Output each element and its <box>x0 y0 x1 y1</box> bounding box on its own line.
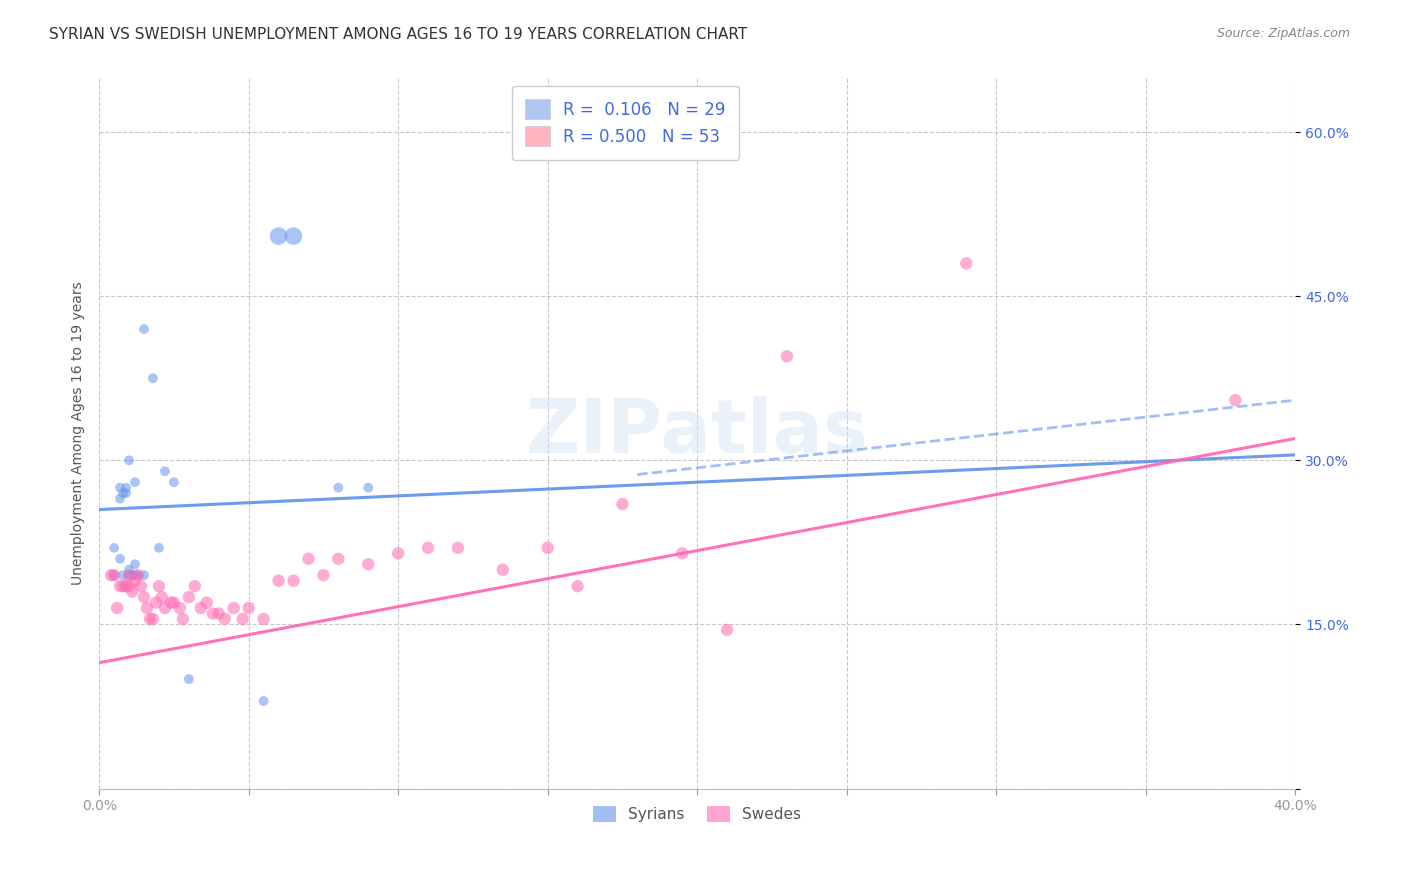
Point <box>387 546 409 560</box>
Point <box>115 486 138 500</box>
Point <box>177 672 200 686</box>
Point <box>208 607 231 621</box>
Point <box>163 475 186 490</box>
Text: SYRIAN VS SWEDISH UNEMPLOYMENT AMONG AGES 16 TO 19 YEARS CORRELATION CHART: SYRIAN VS SWEDISH UNEMPLOYMENT AMONG AGE… <box>49 27 748 42</box>
Point <box>112 486 135 500</box>
Point <box>142 612 165 626</box>
Point <box>492 563 515 577</box>
Point <box>612 497 634 511</box>
Point <box>252 694 274 708</box>
Point <box>283 574 305 588</box>
Point <box>252 612 274 626</box>
Point <box>190 601 212 615</box>
Point <box>195 596 218 610</box>
Point <box>127 568 149 582</box>
Point <box>328 551 350 566</box>
Point <box>112 568 135 582</box>
Point <box>148 541 170 555</box>
Point <box>201 607 224 621</box>
Legend: Syrians, Swedes: Syrians, Swedes <box>581 794 814 834</box>
Point <box>103 541 125 555</box>
Point <box>108 491 131 506</box>
Point <box>121 584 143 599</box>
Point <box>567 579 589 593</box>
Point <box>312 568 335 582</box>
Point <box>112 579 135 593</box>
Point <box>537 541 560 555</box>
Point <box>357 558 380 572</box>
Point <box>103 568 125 582</box>
Point <box>172 612 194 626</box>
Point <box>232 612 254 626</box>
Point <box>124 574 146 588</box>
Point <box>148 579 170 593</box>
Point <box>115 579 138 593</box>
Point <box>103 568 125 582</box>
Point <box>150 590 173 604</box>
Point <box>447 541 470 555</box>
Point <box>153 464 176 478</box>
Text: ZIPatlas: ZIPatlas <box>526 396 869 469</box>
Y-axis label: Unemployment Among Ages 16 to 19 years: Unemployment Among Ages 16 to 19 years <box>72 281 86 585</box>
Point <box>267 574 290 588</box>
Point <box>222 601 245 615</box>
Point <box>139 612 162 626</box>
Point <box>160 596 183 610</box>
Point <box>328 481 350 495</box>
Point <box>118 568 141 582</box>
Point <box>118 453 141 467</box>
Point <box>108 551 131 566</box>
Point <box>136 601 159 615</box>
Point <box>267 229 290 244</box>
Point <box>118 563 141 577</box>
Point <box>184 579 207 593</box>
Point <box>169 601 191 615</box>
Point <box>238 601 260 615</box>
Point <box>127 568 149 582</box>
Point <box>716 623 738 637</box>
Point <box>132 568 155 582</box>
Point <box>108 579 131 593</box>
Text: Source: ZipAtlas.com: Source: ZipAtlas.com <box>1216 27 1350 40</box>
Point <box>297 551 319 566</box>
Point <box>129 579 152 593</box>
Point <box>416 541 439 555</box>
Point <box>124 558 146 572</box>
Point <box>132 322 155 336</box>
Point <box>132 590 155 604</box>
Point <box>105 601 128 615</box>
Point <box>118 579 141 593</box>
Point <box>145 596 167 610</box>
Point <box>283 229 305 244</box>
Point <box>671 546 693 560</box>
Point <box>357 481 380 495</box>
Point <box>115 481 138 495</box>
Point <box>121 568 143 582</box>
Point <box>118 568 141 582</box>
Point <box>163 596 186 610</box>
Point <box>955 256 977 270</box>
Point <box>108 481 131 495</box>
Point <box>100 568 122 582</box>
Point <box>142 371 165 385</box>
Point <box>124 475 146 490</box>
Point <box>153 601 176 615</box>
Point <box>1225 393 1247 408</box>
Point <box>214 612 236 626</box>
Point <box>776 350 799 364</box>
Point <box>177 590 200 604</box>
Point <box>124 568 146 582</box>
